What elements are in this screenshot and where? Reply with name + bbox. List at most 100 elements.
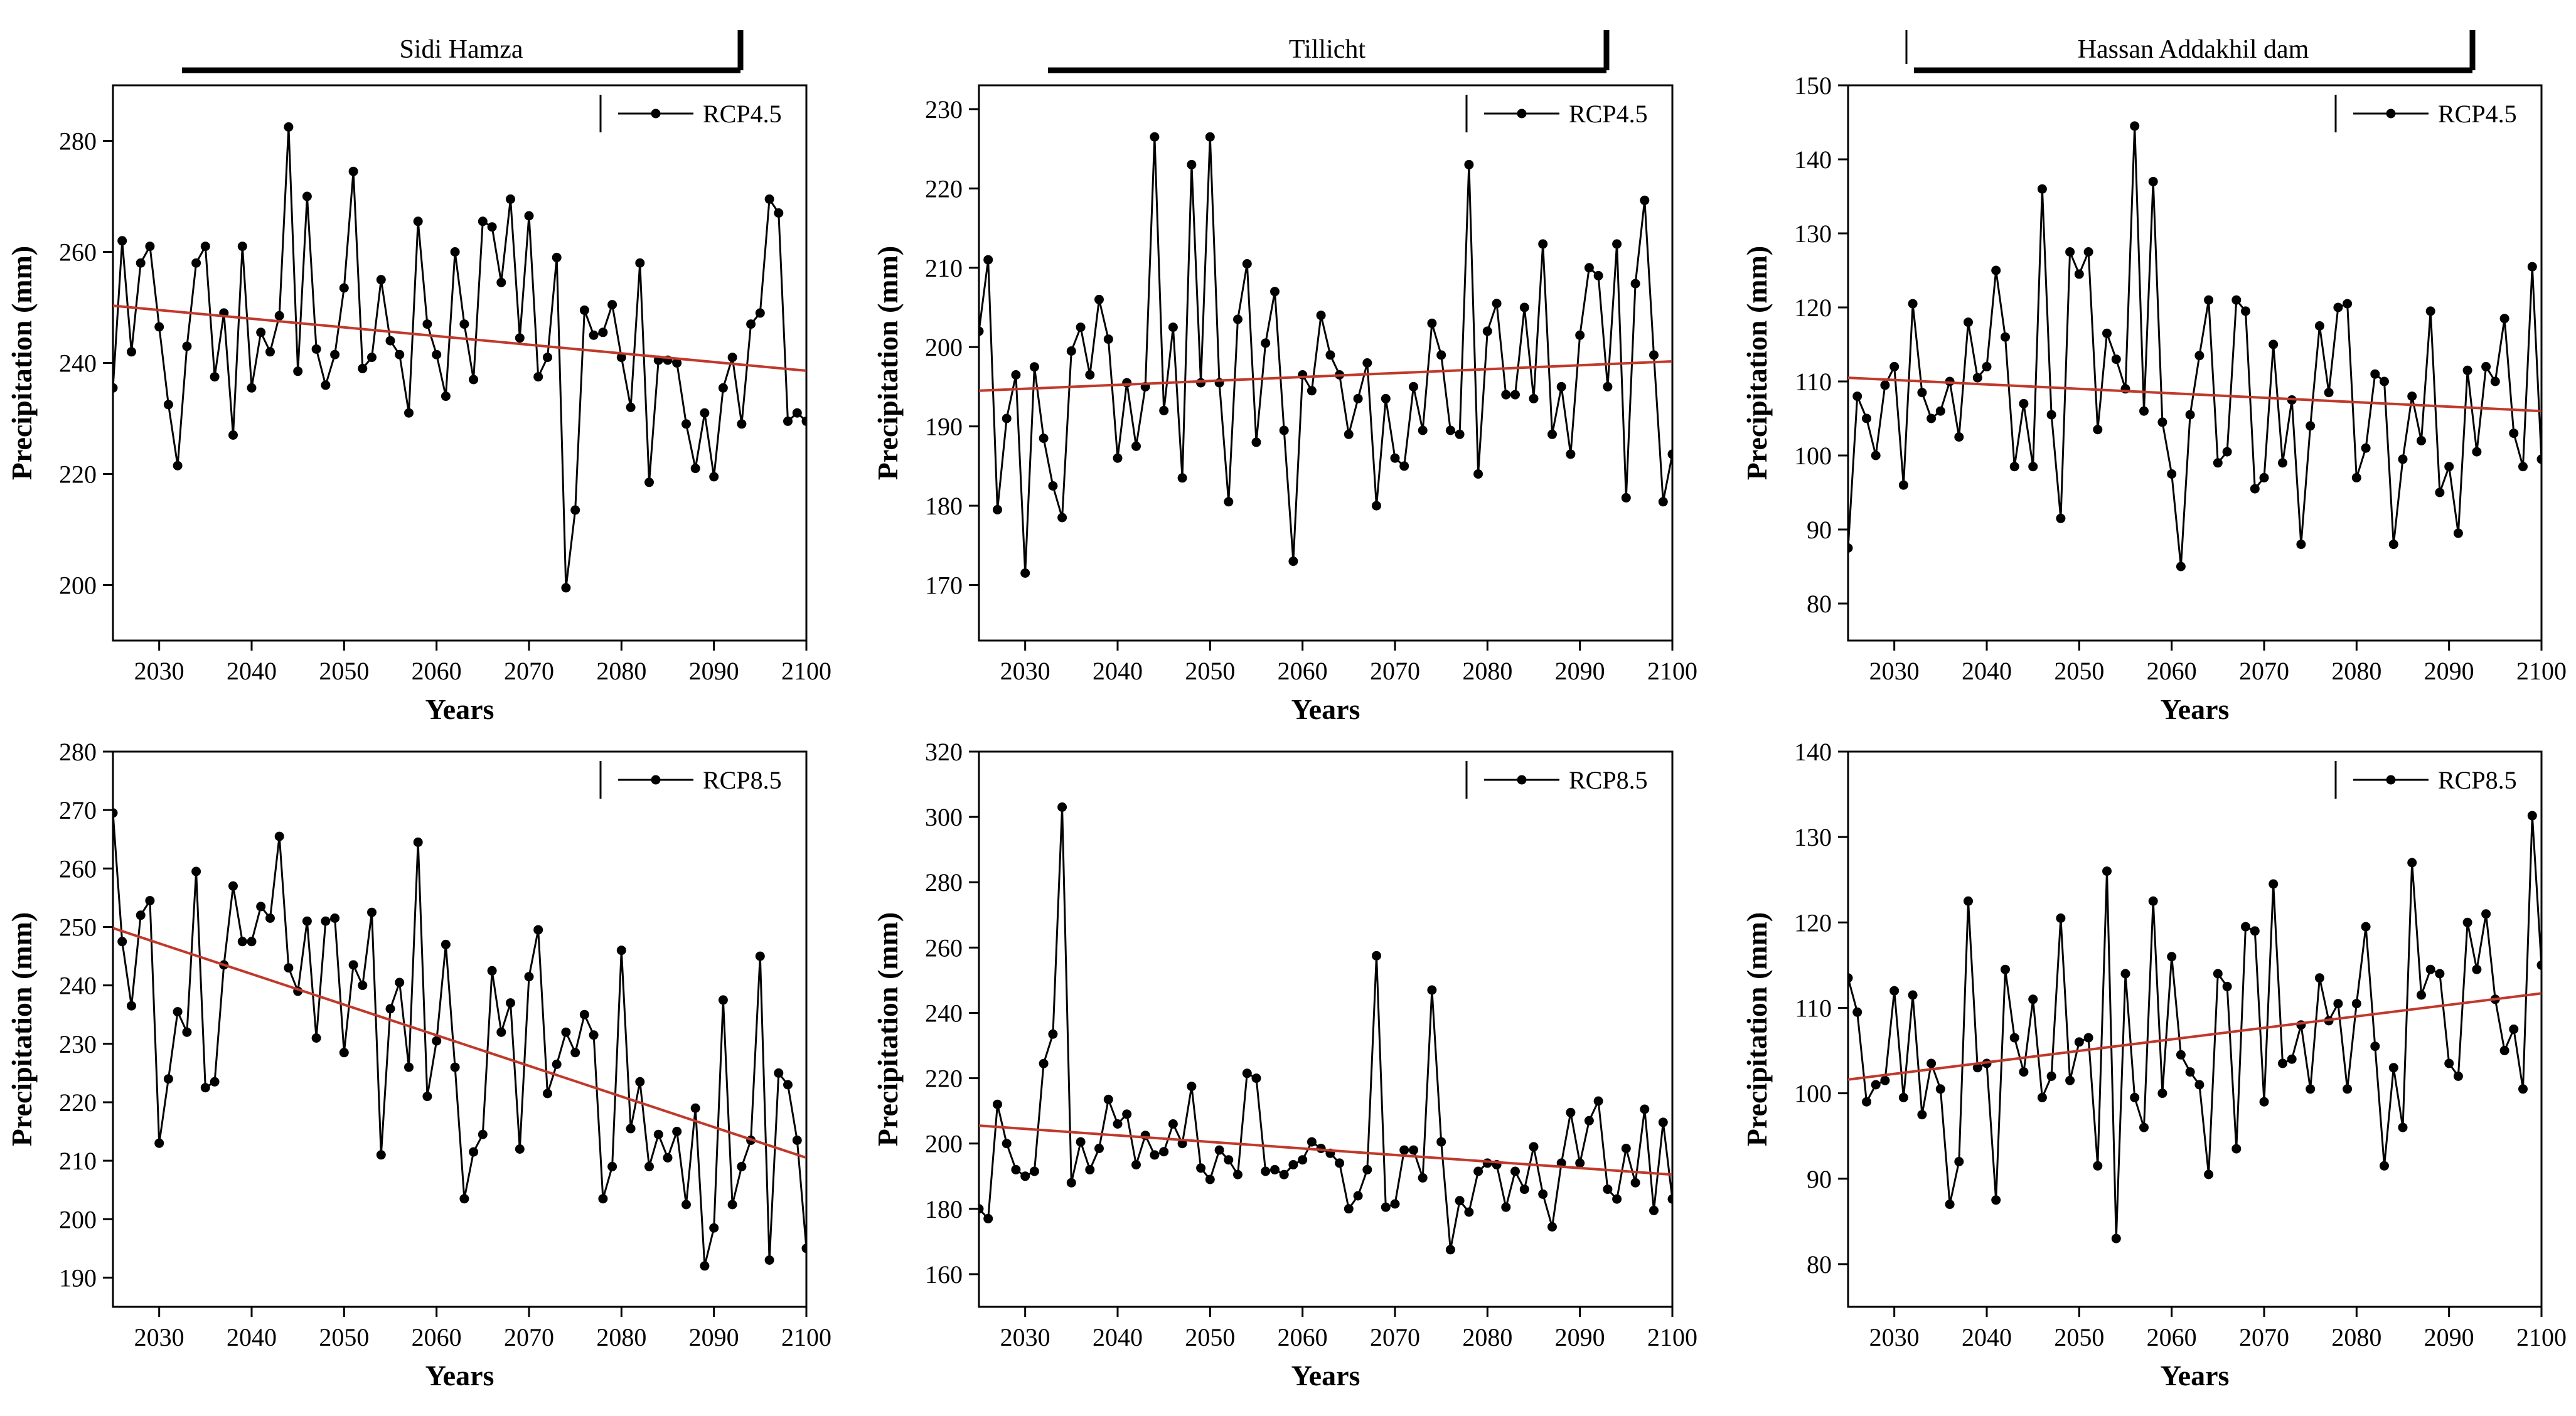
data-point <box>672 1127 682 1136</box>
data-point <box>1057 513 1067 523</box>
data-point <box>2148 176 2158 186</box>
data-point <box>358 363 368 373</box>
data-point <box>755 951 765 961</box>
data-point <box>2417 435 2426 445</box>
legend-marker <box>1517 109 1527 119</box>
data-point <box>2527 811 2537 821</box>
data-point <box>1113 453 1123 463</box>
data-point <box>1224 497 1234 507</box>
data-point <box>1039 434 1049 444</box>
data-point <box>1381 1202 1391 1212</box>
data-point <box>1066 1178 1076 1188</box>
data-point <box>1353 1191 1363 1201</box>
data-point <box>506 194 515 204</box>
data-point <box>1409 381 1418 391</box>
data-point <box>1612 239 1622 249</box>
data-point <box>616 945 626 956</box>
data-point <box>1103 1094 1113 1104</box>
data-point <box>1011 1164 1021 1174</box>
data-point <box>2306 421 2316 431</box>
data-point <box>774 1068 784 1078</box>
data-point <box>1251 437 1261 447</box>
data-point <box>1575 330 1585 340</box>
data-point <box>1848 973 1853 983</box>
data-point <box>2462 917 2472 927</box>
data-point <box>2157 1089 2167 1099</box>
data-point <box>163 400 173 410</box>
y-axis-label: Precipitation (mm) <box>6 912 38 1146</box>
data-point <box>2453 528 2463 538</box>
x-tick-label: 2050 <box>319 657 369 685</box>
data-point <box>1927 413 1937 423</box>
data-point <box>533 925 543 935</box>
data-point <box>589 1030 599 1040</box>
data-point <box>626 1124 636 1134</box>
data-point <box>1566 449 1576 459</box>
data-point <box>663 1152 673 1163</box>
x-tick-label: 2050 <box>1185 1323 1235 1351</box>
x-tick-label: 2070 <box>2239 1323 2289 1351</box>
y-tick-label: 100 <box>1794 442 1832 470</box>
data-point <box>395 977 405 987</box>
data-point <box>506 998 515 1008</box>
data-point <box>783 416 793 426</box>
y-tick-label: 160 <box>925 1260 963 1289</box>
data-point <box>1972 373 1982 383</box>
data-point <box>2019 1067 2029 1077</box>
data-point <box>302 191 312 201</box>
y-tick-label: 320 <box>925 738 963 766</box>
data-point <box>117 236 127 246</box>
x-tick-label: 2040 <box>227 657 277 685</box>
data-point <box>237 242 247 252</box>
data-point <box>1076 322 1086 333</box>
series-line-RCP8.5 <box>113 812 806 1267</box>
chart-title: Sidi Hamza <box>399 35 523 64</box>
data-point <box>2444 462 2454 472</box>
data-point <box>1427 318 1437 328</box>
data-point <box>154 322 164 332</box>
y-tick-label: 190 <box>59 1264 97 1292</box>
data-point <box>1482 1158 1492 1168</box>
data-point <box>1640 1104 1650 1114</box>
y-tick-label: 240 <box>59 972 97 1000</box>
data-point <box>552 1059 562 1069</box>
data-point <box>709 472 719 482</box>
data-point <box>348 960 358 970</box>
x-tick-label: 2070 <box>1370 1323 1420 1351</box>
data-point <box>404 408 414 418</box>
data-point <box>1473 1166 1483 1176</box>
data-point <box>256 327 266 338</box>
data-point <box>321 916 331 926</box>
data-point <box>1362 1164 1372 1174</box>
data-point <box>1362 358 1372 368</box>
data-point <box>755 308 765 318</box>
data-point <box>2527 262 2537 272</box>
y-axis-label: Precipitation (mm) <box>872 246 904 480</box>
data-point <box>487 222 497 232</box>
data-point <box>2065 1075 2075 1085</box>
data-point <box>1159 1147 1169 1157</box>
legend-marker <box>2386 109 2396 119</box>
data-point <box>274 311 284 321</box>
data-point <box>1372 501 1381 511</box>
legend: RCP4.5 <box>1465 95 1648 132</box>
data-point <box>311 344 321 354</box>
data-point <box>635 1077 645 1087</box>
data-point <box>2472 964 2482 974</box>
data-point <box>450 1062 460 1072</box>
data-point <box>1196 1163 1206 1173</box>
data-point <box>2185 410 2195 420</box>
data-point <box>293 366 303 376</box>
y-tick-label: 140 <box>1794 738 1832 766</box>
data-point <box>1556 381 1566 391</box>
y-tick-label: 90 <box>1807 516 1832 544</box>
data-point <box>2343 299 2353 309</box>
data-point <box>173 460 183 471</box>
y-tick-label: 140 <box>1794 146 1832 174</box>
plot-frame <box>112 750 808 1308</box>
data-point <box>487 966 497 976</box>
data-point <box>1224 1155 1234 1165</box>
data-point <box>247 383 257 393</box>
data-point <box>737 419 747 429</box>
data-point <box>2499 314 2509 324</box>
